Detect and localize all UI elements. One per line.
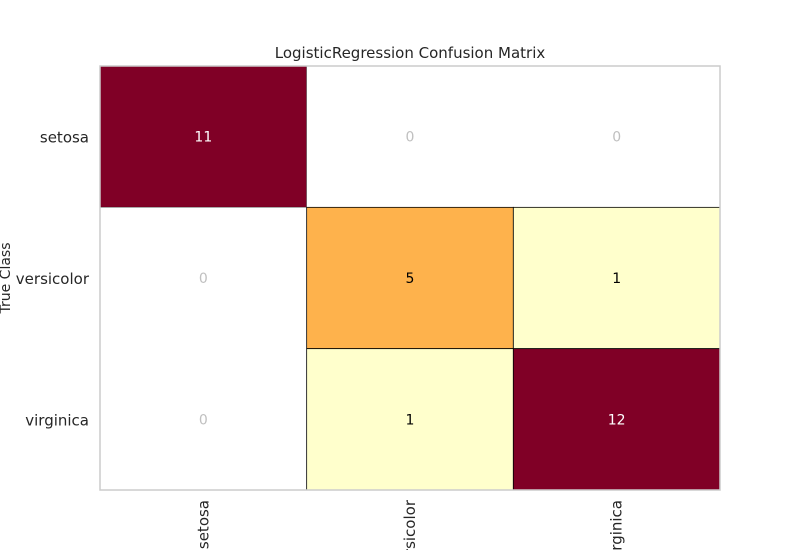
y-axis-label: True Class	[0, 242, 14, 314]
x-tick-labels: setosa versicolor virginica	[194, 499, 625, 550]
x-tick-label-versicolor: versicolor	[401, 499, 419, 550]
matrix-cells	[99, 65, 721, 491]
y-tick-label-virginica: virginica	[25, 411, 89, 429]
cell-value-setosa-setosa: 11	[194, 130, 212, 146]
cell-value-setosa-virginica: 0	[612, 130, 621, 146]
chart-title: LogisticRegression Confusion Matrix	[275, 44, 546, 62]
matrix-cell-versicolor-versicolor	[306, 206, 514, 350]
matrix-cell-setosa-setosa	[99, 65, 308, 208]
plot-frame	[99, 65, 721, 491]
cell-value-versicolor-virginica: 1	[612, 271, 621, 287]
matrix-cell-virginica-setosa	[100, 348, 307, 490]
cell-value-virginica-setosa: 0	[199, 412, 208, 428]
x-tick-label-setosa: setosa	[194, 500, 212, 549]
cell-value-virginica-virginica: 12	[608, 412, 626, 428]
cell-value-versicolor-versicolor: 5	[406, 271, 415, 287]
matrix-cell-versicolor-setosa	[100, 207, 307, 349]
matrix-cell-setosa-versicolor	[306, 66, 514, 208]
x-tick-label-virginica: virginica	[608, 500, 626, 550]
cell-value-versicolor-setosa: 0	[199, 271, 208, 287]
matrix-cell-labels: 11 0 00 5 10 1 12	[194, 130, 625, 429]
y-tick-labels: setosa versicolor virginica	[16, 129, 90, 430]
matrix-cell-virginica-virginica	[512, 348, 721, 491]
cell-value-setosa-versicolor: 0	[406, 130, 415, 146]
y-tick-label-setosa: setosa	[40, 129, 89, 147]
y-tick-label-versicolor: versicolor	[16, 270, 90, 288]
matrix-cell-virginica-versicolor	[306, 348, 514, 491]
matrix-cell-setosa-virginica	[513, 66, 720, 208]
cell-value-virginica-versicolor: 1	[406, 412, 415, 428]
